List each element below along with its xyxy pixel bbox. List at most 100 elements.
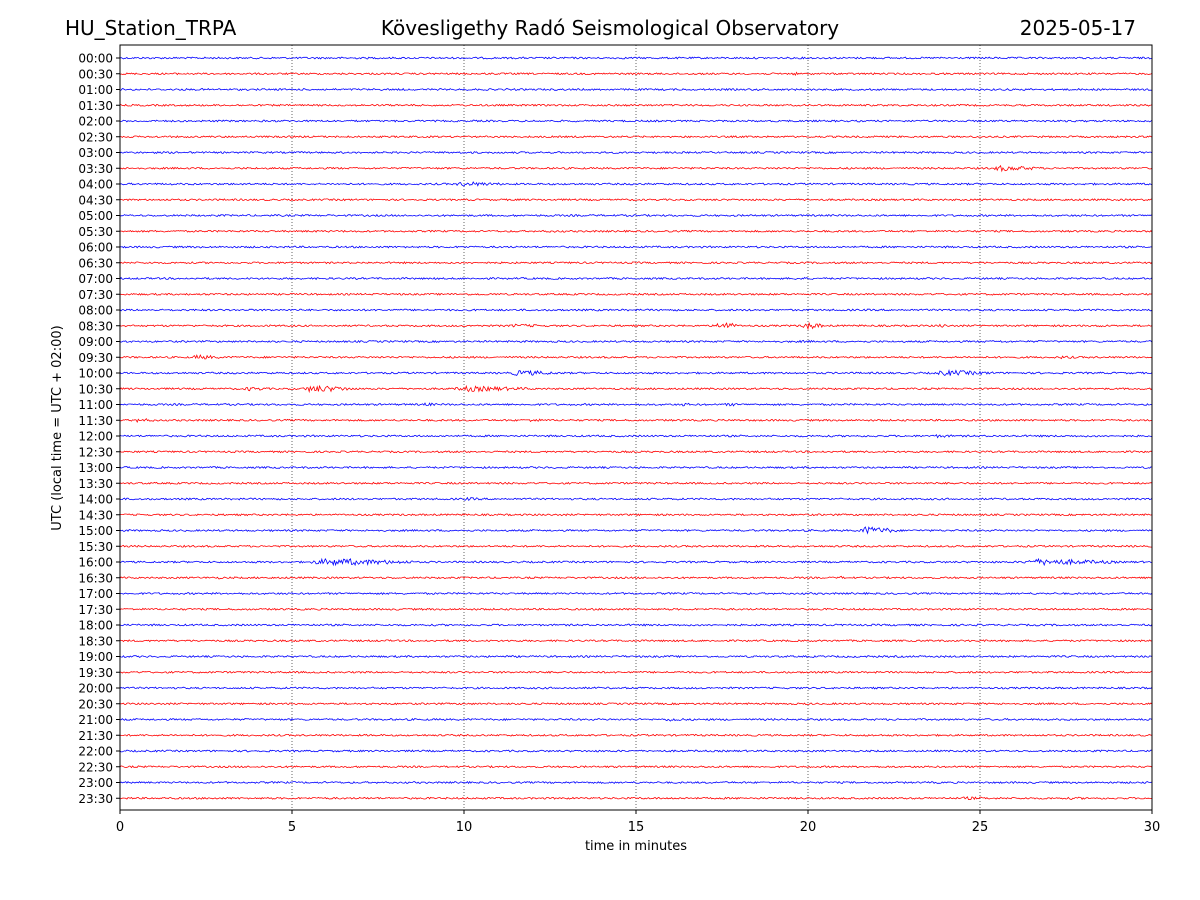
chart-title: Kövesligethy Radó Seismological Observat… <box>380 16 840 40</box>
y-tick-label: 06:00 <box>78 241 113 255</box>
y-tick-label: 09:30 <box>78 351 113 365</box>
y-tick-label: 17:00 <box>78 587 113 601</box>
seismic-trace-1200 <box>119 433 1153 439</box>
y-tick-label: 23:00 <box>78 776 113 790</box>
seismic-trace-1500 <box>119 526 1153 535</box>
y-tick-label: 04:00 <box>78 178 113 192</box>
seismic-trace-0000 <box>119 56 1153 60</box>
seismic-trace-1530 <box>119 544 1153 548</box>
y-tick-label: 10:00 <box>78 367 113 381</box>
y-tick-label: 21:00 <box>78 713 113 727</box>
seismic-trace-0630 <box>119 261 1153 265</box>
x-tick-label: 30 <box>1144 820 1161 835</box>
y-tick-label: 03:00 <box>78 146 113 160</box>
seismic-trace-1800 <box>119 623 1153 627</box>
seismic-trace-0130 <box>119 103 1153 107</box>
x-axis-ticks: 0 5 10 15 20 25 30 <box>116 810 1160 835</box>
seismic-trace-1000 <box>119 368 1153 377</box>
seismic-traces <box>119 56 1153 801</box>
seismic-trace-1300 <box>119 465 1153 470</box>
y-tick-label: 13:30 <box>78 477 113 491</box>
seismic-trace-1100 <box>119 402 1153 407</box>
y-tick-label: 08:30 <box>78 319 113 333</box>
seismic-trace-0230 <box>120 135 1153 139</box>
y-tick-label: 15:30 <box>78 540 113 554</box>
y-tick-label: 01:00 <box>78 83 113 97</box>
y-tick-label: 22:00 <box>78 745 113 759</box>
seismic-trace-0700 <box>119 276 1153 281</box>
seismic-trace-1830 <box>119 639 1153 643</box>
y-tick-label: 11:30 <box>78 414 113 428</box>
y-tick-label: 10:30 <box>78 382 113 396</box>
y-tick-label: 12:00 <box>78 430 113 444</box>
y-tick-label: 14:30 <box>78 508 113 522</box>
seismic-trace-1630 <box>119 575 1153 580</box>
seismic-trace-0300 <box>119 150 1153 155</box>
y-tick-label: 18:30 <box>78 634 113 648</box>
y-tick-label: 05:00 <box>78 209 113 223</box>
y-tick-label: 16:00 <box>78 556 113 570</box>
y-tick-label: 02:00 <box>78 115 113 129</box>
y-tick-label: 14:00 <box>78 493 113 507</box>
seismic-trace-1930 <box>119 670 1152 674</box>
seismic-trace-1900 <box>119 654 1153 659</box>
seismic-trace-1430 <box>119 513 1153 517</box>
y-tick-label: 23:30 <box>78 792 113 806</box>
x-tick-label: 20 <box>800 820 817 835</box>
y-tick-label: 16:30 <box>78 571 113 585</box>
y-tick-label: 07:00 <box>78 272 113 286</box>
y-tick-label: 07:30 <box>78 288 113 302</box>
seismic-trace-1330 <box>119 481 1153 485</box>
time-grid <box>291 45 981 810</box>
seismic-trace-1700 <box>119 591 1153 596</box>
seismic-trace-0100 <box>119 87 1153 92</box>
x-tick-label: 10 <box>456 820 473 835</box>
seismic-trace-1230 <box>119 450 1153 454</box>
seismic-trace-0400 <box>119 181 1153 187</box>
y-tick-label: 00:00 <box>78 52 113 66</box>
seismic-trace-1730 <box>119 607 1153 611</box>
plot-date: 2025-05-17 <box>1019 16 1136 40</box>
seismic-trace-0530 <box>119 229 1153 233</box>
seismic-trace-0730 <box>119 292 1153 296</box>
seismic-trace-0330 <box>119 164 1153 173</box>
seismic-trace-2030 <box>120 702 1153 706</box>
x-tick-label: 15 <box>628 820 645 835</box>
seismic-trace-0800 <box>119 308 1153 312</box>
y-tick-label: 00:30 <box>78 67 113 81</box>
y-tick-label: 17:30 <box>78 603 113 617</box>
seismic-trace-0500 <box>119 213 1153 218</box>
seismic-trace-0900 <box>119 339 1153 344</box>
y-tick-label: 12:30 <box>78 445 113 459</box>
seismic-trace-0830 <box>119 321 1153 331</box>
y-tick-label: 04:30 <box>78 193 113 207</box>
station-name: HU_Station_TRPA <box>65 16 237 40</box>
seismic-trace-0930 <box>119 354 1153 360</box>
y-tick-label: 08:00 <box>78 304 113 318</box>
y-tick-label: 15:00 <box>78 524 113 538</box>
seismic-trace-1130 <box>119 418 1153 424</box>
seismic-trace-2200 <box>119 749 1153 753</box>
y-axis-label: UTC (local time = UTC + 02:00) <box>50 325 65 530</box>
y-tick-label: 11:00 <box>78 398 113 412</box>
y-tick-label: 19:00 <box>78 650 113 664</box>
seismic-trace-0430 <box>119 198 1153 202</box>
y-tick-label: 20:30 <box>78 697 113 711</box>
seismic-trace-2130 <box>119 733 1152 737</box>
seismic-trace-2230 <box>119 765 1153 769</box>
y-tick-label: 03:30 <box>78 162 113 176</box>
y-tick-label: 13:00 <box>78 461 113 475</box>
y-tick-label: 21:30 <box>78 729 113 743</box>
seismic-trace-2330 <box>119 796 1153 801</box>
y-tick-label: 09:00 <box>78 335 113 349</box>
y-tick-label: 06:30 <box>78 256 113 270</box>
y-tick-label: 22:30 <box>78 760 113 774</box>
y-tick-label: 20:00 <box>78 682 113 696</box>
x-tick-label: 25 <box>972 820 989 835</box>
x-tick-label: 5 <box>288 820 296 835</box>
seismic-trace-2000 <box>119 686 1153 690</box>
seismic-trace-1400 <box>119 496 1153 501</box>
x-tick-label: 0 <box>116 820 124 835</box>
